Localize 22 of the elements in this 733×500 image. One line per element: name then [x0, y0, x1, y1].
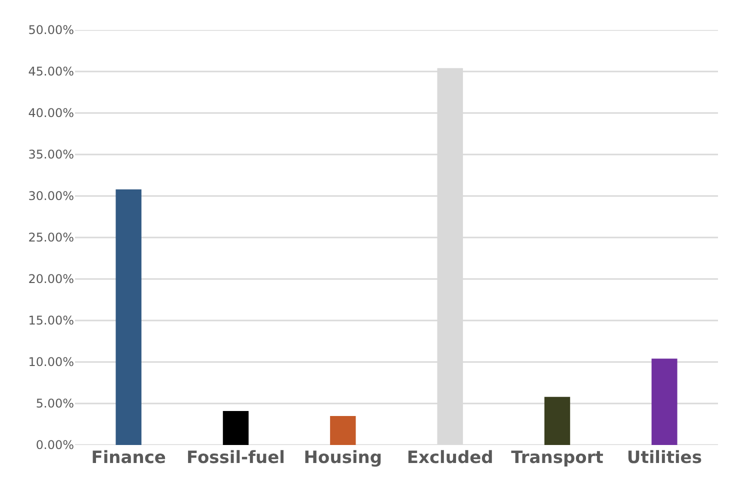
y-tick-label: 20.00% — [28, 272, 74, 286]
y-tick-label: 10.00% — [28, 355, 74, 370]
bar — [330, 416, 356, 445]
bar — [652, 358, 678, 445]
y-tick-label: 30.00% — [28, 189, 74, 204]
bar — [116, 189, 142, 445]
y-tick-label: 5.00% — [36, 396, 74, 411]
y-tick-label: 45.00% — [28, 64, 74, 79]
y-tick-label: 50.00% — [28, 23, 74, 38]
x-tick-label: Utilities — [626, 448, 702, 468]
y-tick-label: 0.00% — [36, 438, 74, 452]
x-tick-label: Transport — [511, 448, 604, 468]
x-tick-label: Finance — [91, 448, 166, 468]
y-tick-label: 40.00% — [28, 106, 74, 120]
y-tick-label: 25.00% — [28, 230, 74, 245]
y-tick-label: 35.00% — [28, 148, 74, 162]
x-tick-label: Fossil-fuel — [186, 448, 285, 468]
bar — [544, 396, 570, 445]
x-tick-label: Excluded — [406, 448, 494, 468]
x-tick-label: Housing — [304, 448, 382, 468]
y-tick-label: 15.00% — [28, 314, 74, 328]
bar — [222, 410, 249, 445]
